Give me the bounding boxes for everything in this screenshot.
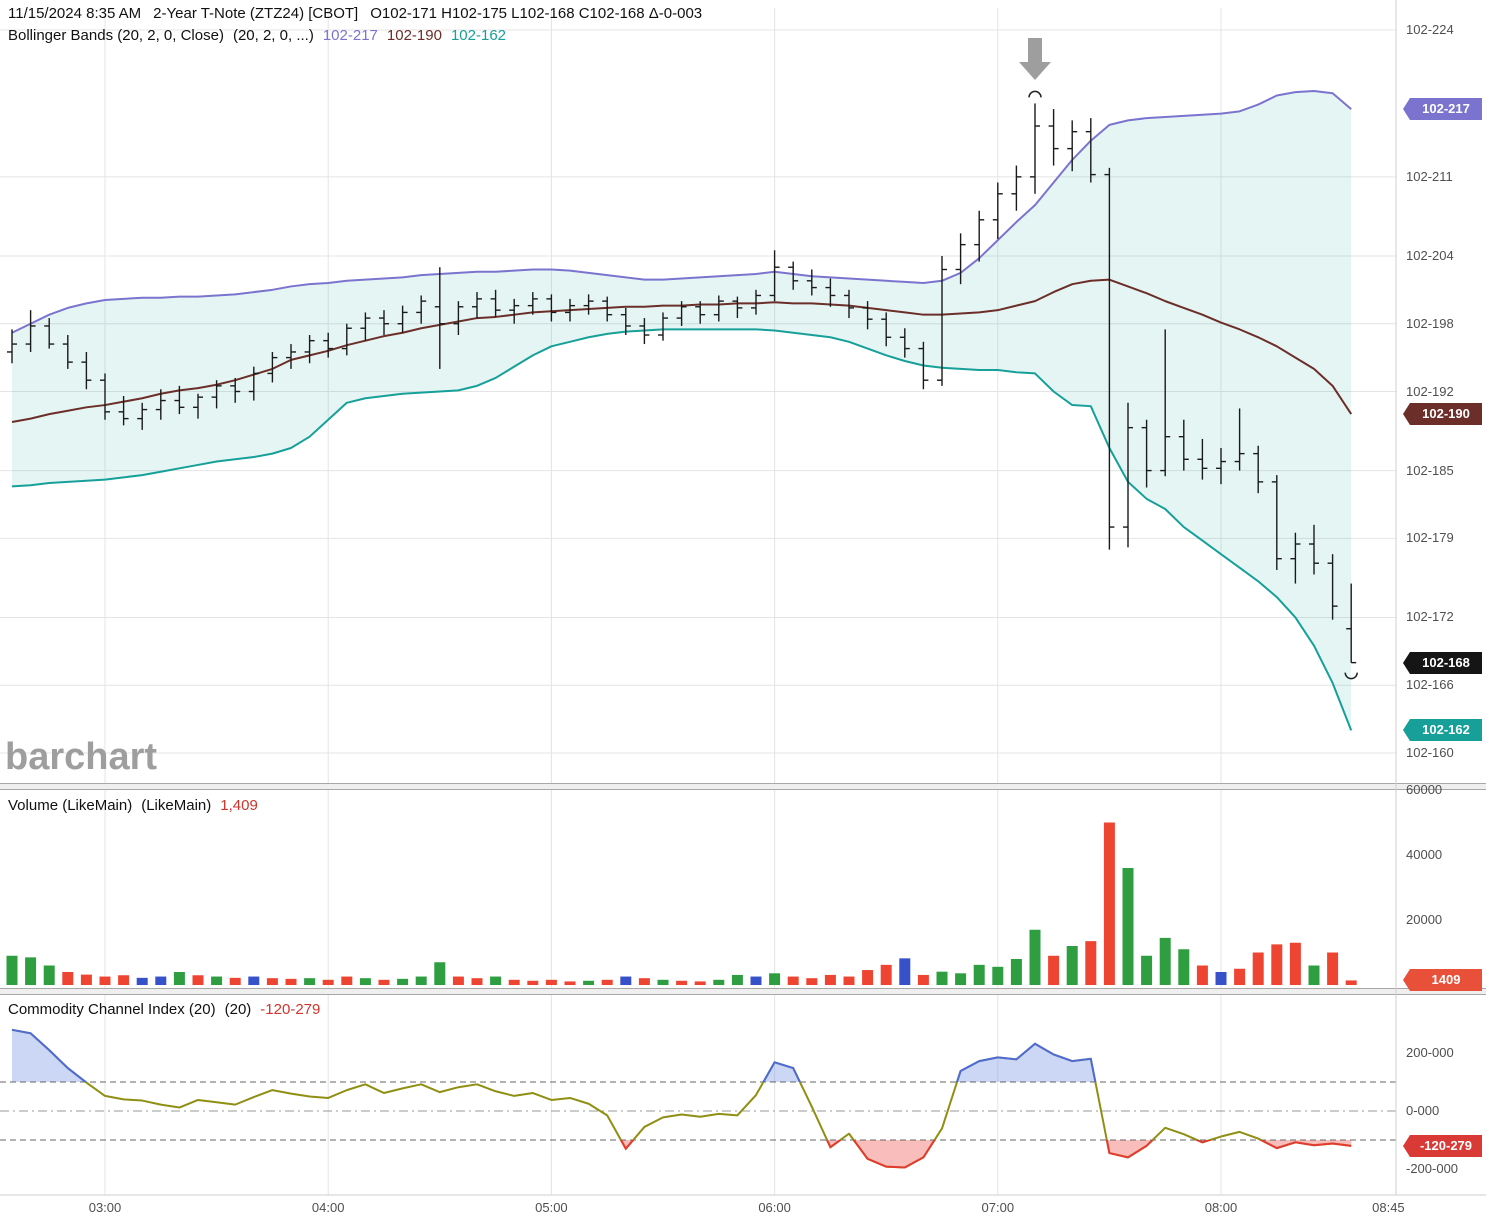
cci-line [11,1028,1352,1169]
badge-arrow-icon [1403,1134,1410,1157]
barchart-logo: barchart [5,736,158,778]
down-arrow-annotation [1028,38,1042,62]
badge-arrow-icon [1403,969,1410,992]
bollinger-upper-badge: 102-217 [1403,98,1482,121]
volume-axis-label[interactable]: 40000 [1406,847,1443,862]
session-low-marker [1344,672,1358,680]
cci-badge: -120-279 [1403,1134,1482,1157]
badge-arrow-icon [1403,403,1410,426]
time-axis-label[interactable]: 06:00 [758,1200,791,1215]
cci-axis-label[interactable]: 0-000 [1406,1103,1440,1118]
bollinger-lower-badge: 102-162 [1403,719,1482,742]
cci-line-overbought [11,1028,1097,1082]
price-axis-label[interactable]: 102-204 [1406,247,1454,263]
price-axis-label[interactable]: 102-224 [1406,22,1454,37]
panel-separator[interactable] [0,988,1486,995]
cci-label: Commodity Channel Index (20) [8,1001,216,1018]
volume-bars [6,822,1357,985]
volume-axis-label[interactable]: 20000 [1406,912,1443,927]
bollinger-label: Bollinger Bands (20, 2, 0, Close) [8,27,224,44]
price-axis-label[interactable]: 102-211 [1406,168,1453,184]
bollinger-middle-value: 102-190 [386,27,442,44]
badge-arrow-icon [1403,98,1410,121]
badge-value: 102-190 [1422,406,1470,422]
volume-legend: Volume (LikeMain) (LikeMain) 1,409 [8,797,267,814]
cci-oversold-fill [12,1140,1352,1168]
chart-header: 11/15/2024 8:35 AM 2-Year T-Note (ZTZ24) … [8,5,714,22]
bollinger-middle-badge: 102-190 [1403,403,1482,426]
badge-value: -120-279 [1419,1137,1473,1153]
price-axis-label[interactable]: 102-166 [1406,677,1454,693]
volume-value: 1,409 [220,797,258,814]
volume-badge: 1409 [1403,969,1482,992]
ohlc-bars [7,103,1357,664]
bollinger-lower-value: 102-162 [450,27,507,44]
last-price-badge: 102-168 [1403,651,1482,674]
cci-axis-label[interactable]: -200-000 [1406,1161,1459,1176]
badge-value: 1409 [1431,972,1461,988]
cci-legend: Commodity Channel Index (20) (20) -120-279 [8,1001,329,1018]
time-axis-label[interactable]: 04:00 [311,1200,345,1215]
bollinger-params: (20, 2, 0, ...) [232,27,314,44]
cci-axis-label[interactable]: 200-000 [1406,1045,1454,1060]
header-symbol: 2-Year T-Note (ZTZ24) [CBOT] [153,5,359,22]
price-axis-label[interactable]: 102-160 [1406,745,1454,760]
time-axis-label[interactable]: 08:00 [1204,1200,1238,1215]
bollinger-legend: Bollinger Bands (20, 2, 0, Close) (20, 2,… [8,27,515,44]
price-axis-label[interactable]: 102-172 [1406,609,1454,625]
header-datetime: 11/15/2024 8:35 AM [8,5,142,22]
panel-separator[interactable] [0,783,1486,790]
badge-value: 102-217 [1422,101,1470,117]
time-axis-label[interactable]: 05:00 [535,1200,568,1215]
price-axis-label[interactable]: 102-198 [1406,315,1454,331]
time-axis-label[interactable]: 07:00 [981,1200,1015,1215]
cci-line-oversold [619,1140,1352,1169]
badge-value: 102-168 [1422,654,1470,670]
time-axis-label[interactable]: 03:00 [88,1200,122,1215]
down-arrow-head-icon [1019,62,1051,80]
volume-label: Volume (LikeMain) [8,797,133,814]
volume-axis-label[interactable]: 60000 [1406,782,1443,797]
bollinger-upper-line [11,90,1352,334]
badge-arrow-icon [1403,719,1410,742]
price-axis-label[interactable]: 102-185 [1406,462,1454,478]
price-axis-label[interactable]: 102-192 [1406,383,1454,399]
session-high-marker [1028,90,1042,98]
cci-params: (20) [224,1001,252,1018]
cci-overbought-fill [12,1029,1352,1082]
header-ohlc: O102-171 H102-175 L102-168 C102-168 Δ-0-… [370,5,703,22]
volume-params: (LikeMain) [141,797,212,814]
badge-value: 102-162 [1422,722,1470,738]
badge-arrow-icon [1403,651,1410,674]
bollinger-upper-value: 102-217 [322,27,378,44]
cci-value: -120-279 [260,1001,321,1018]
bollinger-band-fill [12,91,1352,731]
price-axis-label[interactable]: 102-179 [1406,530,1454,546]
time-axis-label[interactable]: 08:45 [1372,1200,1405,1215]
